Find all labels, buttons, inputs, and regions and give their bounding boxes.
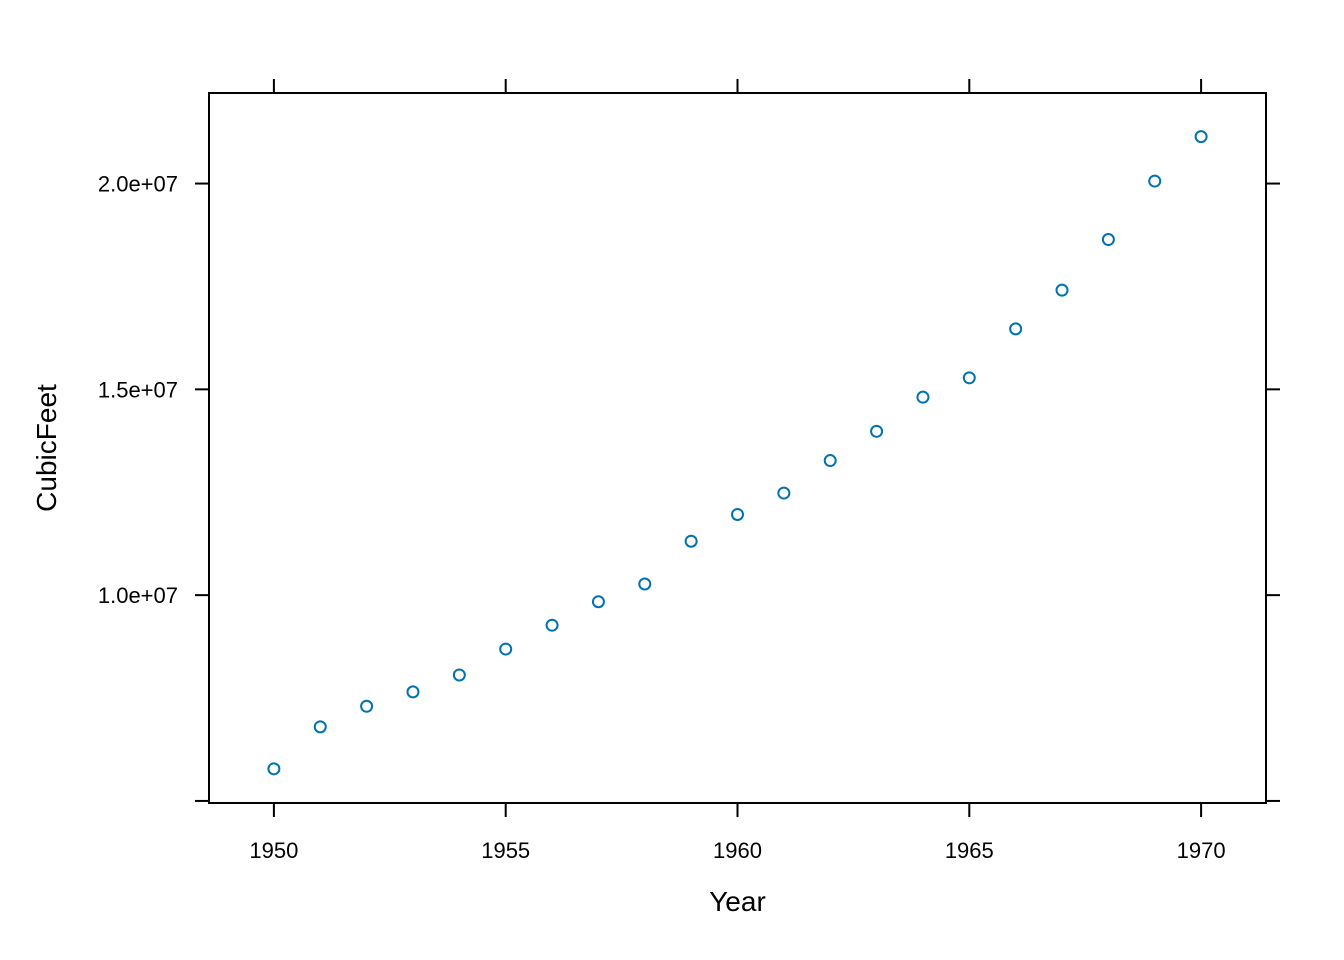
data-point: [591, 595, 605, 609]
data-points: [267, 130, 1208, 776]
y-axis-label: CubicFeet: [31, 384, 62, 512]
data-point: [1148, 174, 1162, 188]
data-point: [916, 390, 930, 404]
y-tick-label: 2.0e+07: [98, 172, 178, 197]
data-point: [267, 762, 281, 776]
data-point: [360, 699, 374, 713]
data-point: [1055, 283, 1069, 297]
axis-tick-labels: 1950 1955 1960 1965 1970 1.0e+07 1.5e+07 2.0e+0…: [98, 172, 1226, 863]
y-tick-label: 1.0e+07: [98, 583, 178, 608]
data-point: [1194, 130, 1208, 144]
data-point: [823, 454, 837, 468]
data-point: [731, 507, 744, 521]
data-point: [638, 577, 652, 591]
x-tick-label: 1965: [945, 838, 994, 863]
data-point: [545, 618, 559, 632]
data-point: [777, 486, 791, 500]
axis-ticks: [195, 79, 1280, 817]
data-point: [962, 371, 976, 385]
x-tick-label: 1955: [481, 838, 530, 863]
data-point: [406, 685, 420, 699]
plot-panel: [208, 92, 1267, 804]
y-tick-label: 1.5e+07: [98, 377, 178, 402]
x-tick-label: 1970: [1177, 838, 1226, 863]
data-point: [1101, 233, 1115, 247]
data-point: [499, 642, 513, 656]
x-tick-label: 1960: [713, 838, 762, 863]
data-point: [1009, 322, 1023, 336]
data-point: [684, 534, 698, 548]
data-point: [313, 720, 327, 734]
data-point: [870, 424, 884, 438]
data-point: [452, 668, 466, 682]
x-tick-label: 1950: [249, 838, 298, 863]
x-axis-label: Year: [709, 886, 766, 917]
